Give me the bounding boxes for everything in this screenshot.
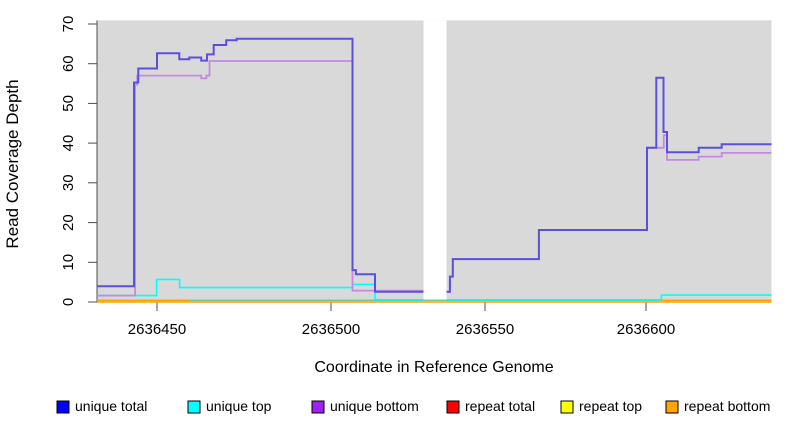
svg-text:20: 20 [60,214,77,231]
svg-text:2636600: 2636600 [617,321,675,338]
svg-text:Read Coverage Depth: Read Coverage Depth [3,79,22,248]
svg-text:repeat total: repeat total [465,398,535,414]
svg-text:70: 70 [60,16,77,33]
svg-text:unique total: unique total [75,398,147,414]
svg-text:50: 50 [60,95,77,112]
svg-text:unique bottom: unique bottom [330,398,419,414]
svg-text:2636450: 2636450 [128,321,186,338]
svg-text:unique top: unique top [206,398,272,414]
svg-text:2636550: 2636550 [456,321,514,338]
svg-text:repeat top: repeat top [579,398,642,414]
svg-text:0: 0 [60,298,77,306]
svg-text:2636500: 2636500 [302,321,360,338]
svg-text:40: 40 [60,135,77,152]
svg-text:60: 60 [60,55,77,72]
svg-text:repeat bottom: repeat bottom [684,398,770,414]
svg-text:30: 30 [60,174,77,191]
svg-text:10: 10 [60,254,77,271]
svg-text:Coordinate in Reference Genome: Coordinate in Reference Genome [314,359,553,376]
